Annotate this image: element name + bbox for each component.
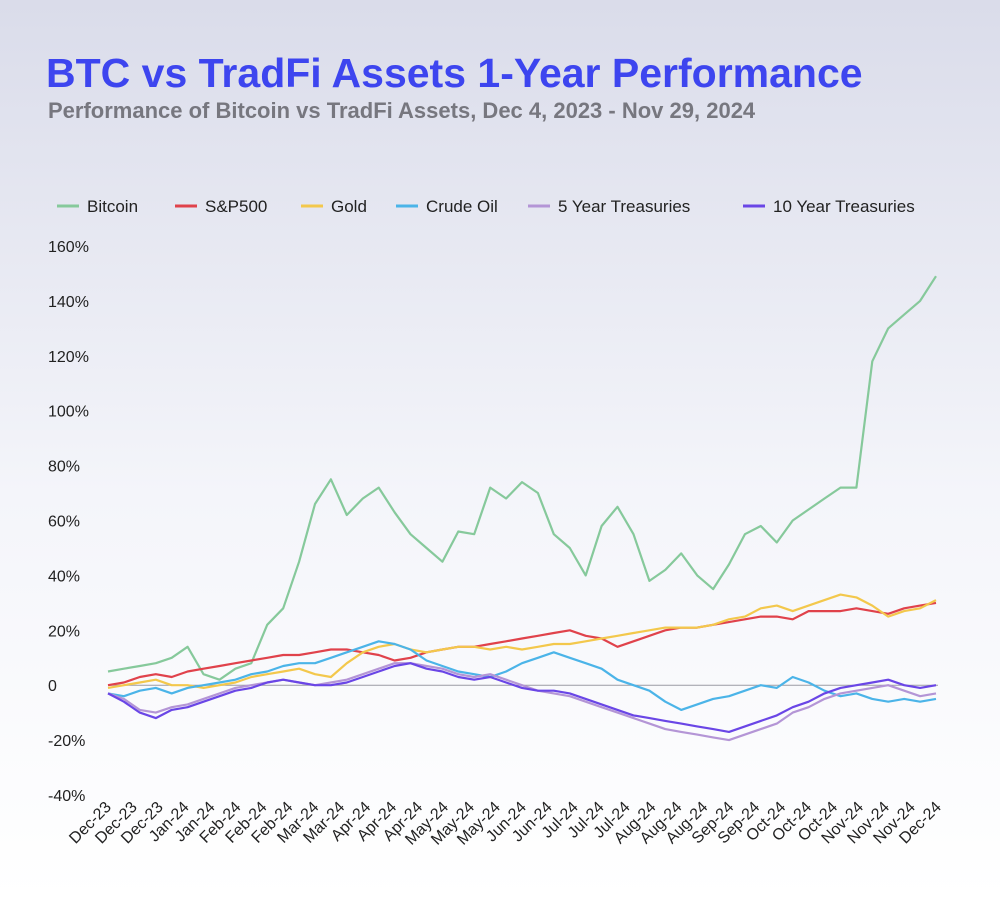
legend-label: Bitcoin — [87, 197, 138, 216]
legend-label: Crude Oil — [426, 197, 498, 216]
legend-label: 10 Year Treasuries — [773, 197, 915, 216]
series-line-5-year-treasuries — [107, 662, 937, 742]
legend-item[interactable]: Gold — [301, 197, 367, 216]
series-line-bitcoin — [107, 275, 937, 681]
legend: Bitcoin S&P500 Gold Crude Oil 5 Year Treasur… — [57, 197, 915, 216]
y-axis: -40% -20% 0 20% 40% 60% 80% 100% 120% 140% 160% — [48, 239, 89, 805]
chart-title: BTC vs TradFi Assets 1-Year Performance — [46, 50, 863, 96]
legend-item[interactable]: S&P500 — [175, 197, 267, 216]
y-tick-label: 60% — [48, 514, 80, 531]
y-tick-label: 0 — [48, 678, 57, 695]
y-tick-label: 140% — [48, 294, 89, 311]
legend-item[interactable]: Crude Oil — [396, 197, 498, 216]
y-tick-label: 120% — [48, 349, 89, 366]
y-tick-label: 40% — [48, 568, 80, 585]
series-line-10-year-treasuries — [107, 662, 937, 734]
series-line-crude-oil — [107, 640, 937, 712]
legend-item[interactable]: 5 Year Treasuries — [528, 197, 690, 216]
y-tick-label: 80% — [48, 459, 80, 476]
y-tick-label: -40% — [48, 788, 85, 805]
y-tick-label: 160% — [48, 239, 89, 256]
legend-label: 5 Year Treasuries — [558, 197, 690, 216]
legend-label: Gold — [331, 197, 367, 216]
series-line-gold — [107, 593, 937, 690]
legend-item[interactable]: 10 Year Treasuries — [743, 197, 915, 216]
y-tick-label: -20% — [48, 733, 85, 750]
legend-label: S&P500 — [205, 197, 267, 216]
chart-subtitle: Performance of Bitcoin vs TradFi Assets,… — [48, 98, 756, 123]
legend-item[interactable]: Bitcoin — [57, 197, 138, 216]
series-group — [107, 275, 937, 742]
y-tick-label: 100% — [48, 404, 89, 421]
series-line-s-p500 — [107, 601, 937, 687]
x-axis: Dec-23Dec-23Dec-23Jan-24Jan-24Feb-24Feb-… — [66, 799, 945, 849]
y-tick-label: 20% — [48, 623, 80, 640]
